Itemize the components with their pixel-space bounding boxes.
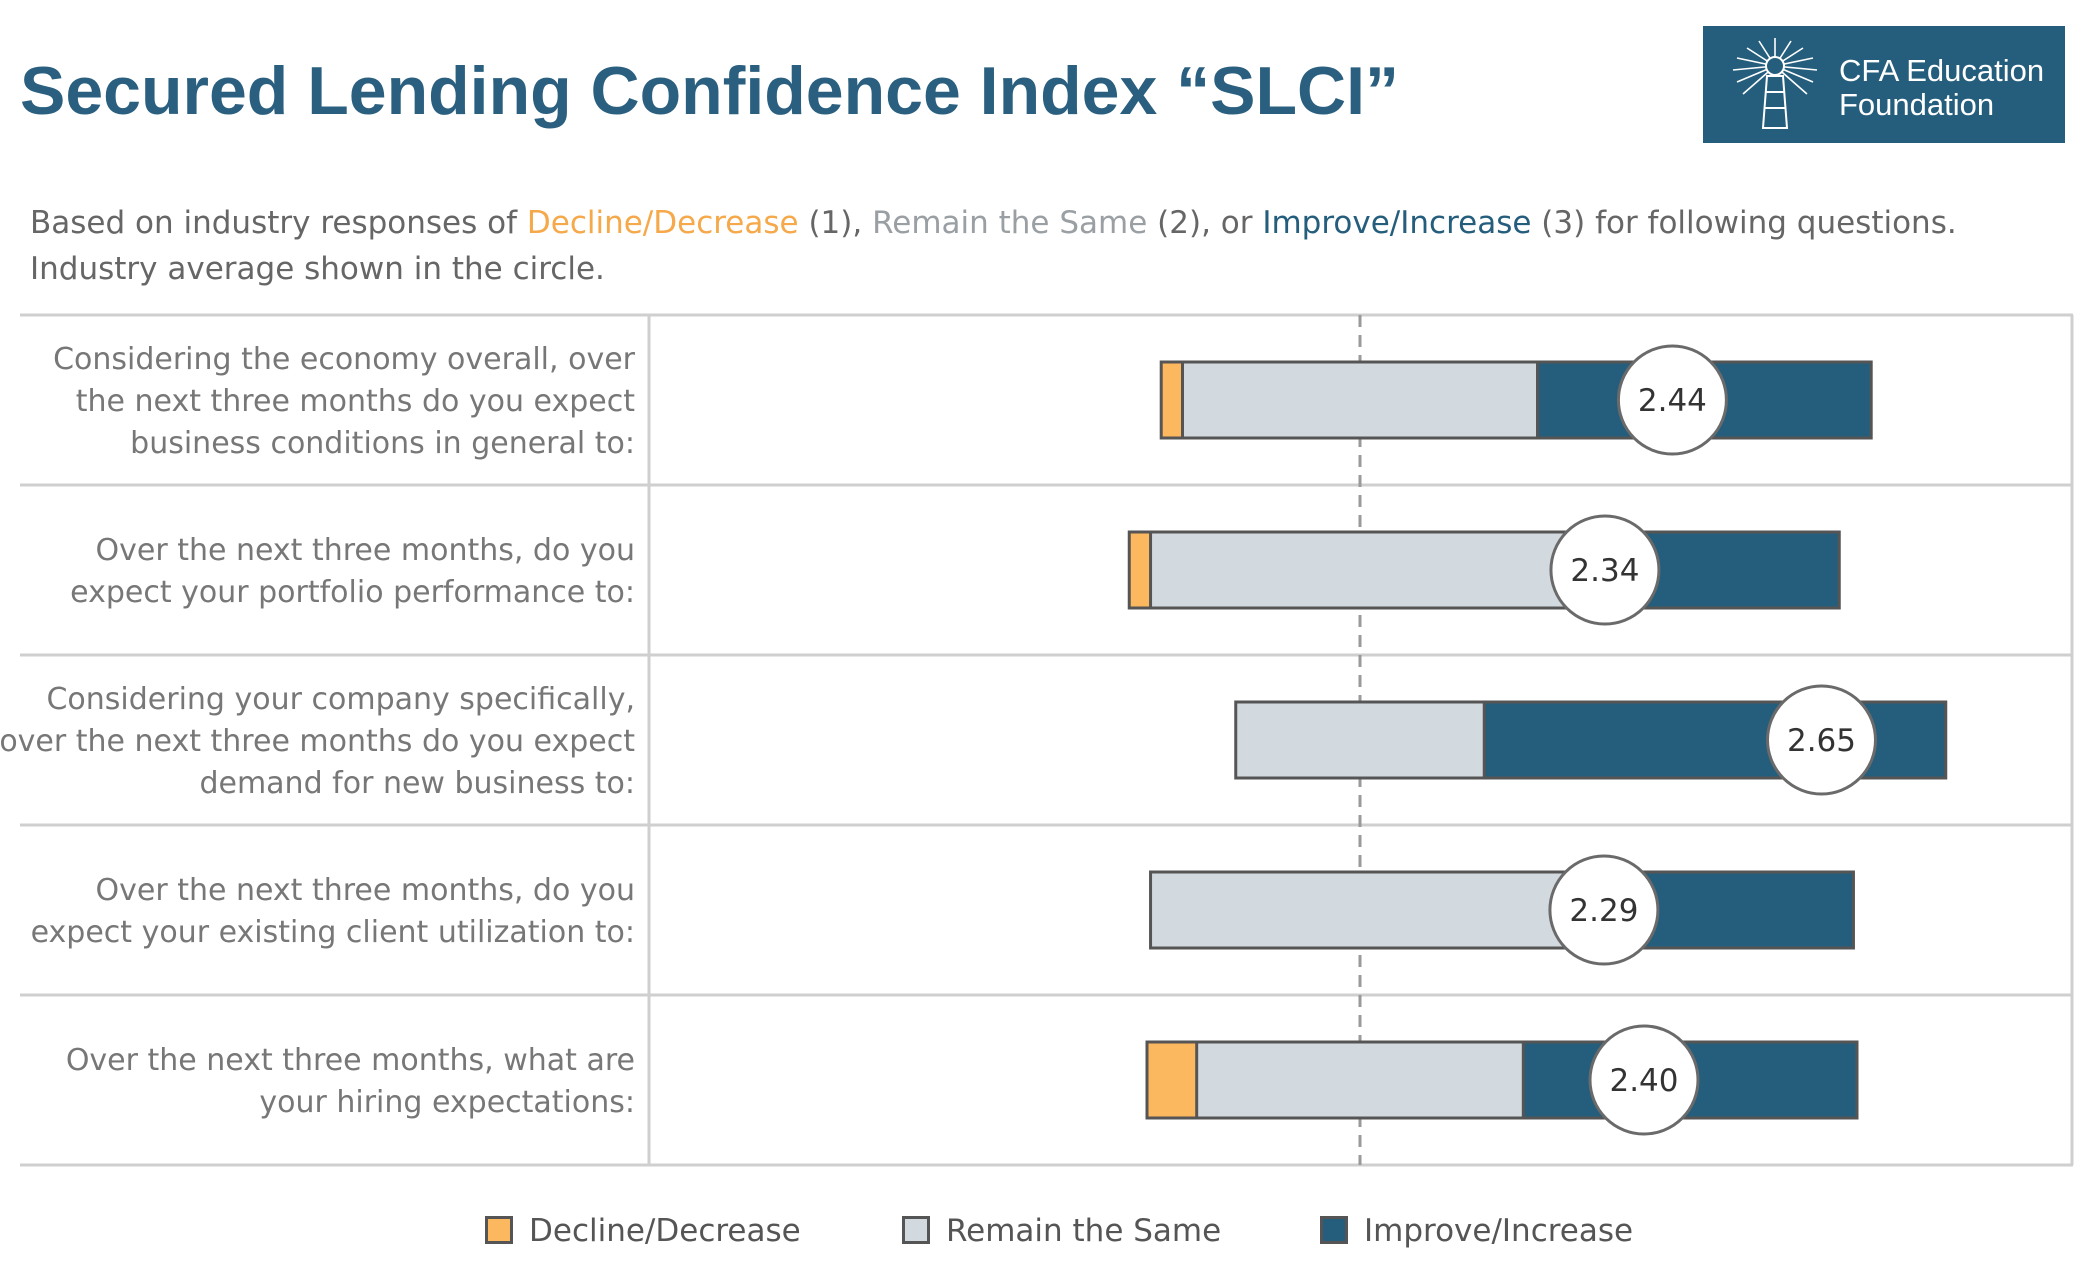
bar-decline (1129, 532, 1151, 608)
category-label: your hiring expectations: (259, 1085, 635, 1120)
subtitle-same: Remain the Same (872, 205, 1148, 241)
bar-outline (1234, 700, 1948, 780)
legend-label-decline: Decline/Decrease (529, 1213, 801, 1249)
category-label: expect your portfolio performance to: (70, 575, 635, 610)
legend-swatch-improve (1320, 1215, 1348, 1244)
bar-outline (1127, 530, 1841, 610)
bar-same (1182, 362, 1538, 438)
average-circle (1549, 514, 1661, 626)
category-label: Considering the economy overall, over (53, 342, 636, 377)
subtitle-same-code: (2), or (1147, 205, 1263, 241)
category-label: business conditions in general to: (130, 426, 635, 461)
bar-outline (1149, 870, 1855, 950)
average-label: 2.40 (1609, 1063, 1678, 1099)
category-label: the next three months do you expect (76, 384, 635, 419)
legend-swatch-decline (485, 1215, 513, 1244)
cfa-logo: CFA Education Foundation (1703, 26, 2065, 143)
subtitle-improve-code: (3) for following questions. (1531, 205, 1957, 241)
logo-line-1: CFA Education (1839, 53, 2045, 88)
average-circle (1588, 1024, 1700, 1136)
category-label: expect your existing client utilization … (31, 915, 635, 950)
subtitle-decline: Decline/Decrease (526, 205, 799, 241)
subtitle-decline-code: (1), (798, 205, 873, 241)
average-label: 2.29 (1569, 893, 1638, 929)
category-label: Over the next three months, do you (96, 873, 636, 908)
category-label: Over the next three months, do you (96, 533, 636, 568)
category-label: demand for new business to: (199, 766, 635, 801)
average-label: 2.65 (1787, 723, 1856, 759)
bar-same (1150, 872, 1570, 948)
category-label: Over the next three months, what are (66, 1043, 635, 1078)
subtitle-line-2: Industry average shown in the circle. (30, 251, 605, 287)
average-circle (1548, 854, 1660, 966)
average-circle (1616, 344, 1728, 456)
legend-swatch-same (902, 1215, 930, 1244)
bar-decline (1161, 362, 1183, 438)
average-label: 2.34 (1570, 553, 1639, 589)
average-label: 2.44 (1638, 383, 1707, 419)
average-circle (1766, 684, 1877, 796)
subtitle-improve: Improve/Increase (1262, 205, 1532, 241)
bar-outline (1159, 360, 1873, 440)
bar-same (1235, 702, 1485, 778)
legend-item-improve: Improve/Increase (1320, 1213, 1633, 1249)
subtitle-prefix: Based on industry responses of (30, 205, 527, 241)
slci-chart: 2.44 Considering the economy overall, ove… (0, 313, 2074, 1167)
legend-item-decline: Decline/Decrease (485, 1213, 801, 1249)
chart-subtitle: Based on industry responses of Decline/D… (30, 200, 2060, 292)
legend-label-improve: Improve/Increase (1364, 1213, 1634, 1249)
logo-line-2: Foundation (1839, 87, 1995, 122)
legend-item-same: Remain the Same (902, 1213, 1221, 1249)
page-title: Secured Lending Confidence Index “SLCI” (20, 53, 1400, 129)
bar-outline (1145, 1040, 1859, 1120)
lighthouse-icon (1732, 38, 1818, 129)
category-label: Considering your company specifically, (46, 682, 635, 717)
bar-same (1150, 532, 1570, 608)
category-label: over the next three months do you expect (0, 724, 635, 759)
bar-same (1196, 1042, 1524, 1118)
bar-decline (1147, 1042, 1197, 1118)
legend-label-same: Remain the Same (946, 1213, 1222, 1249)
